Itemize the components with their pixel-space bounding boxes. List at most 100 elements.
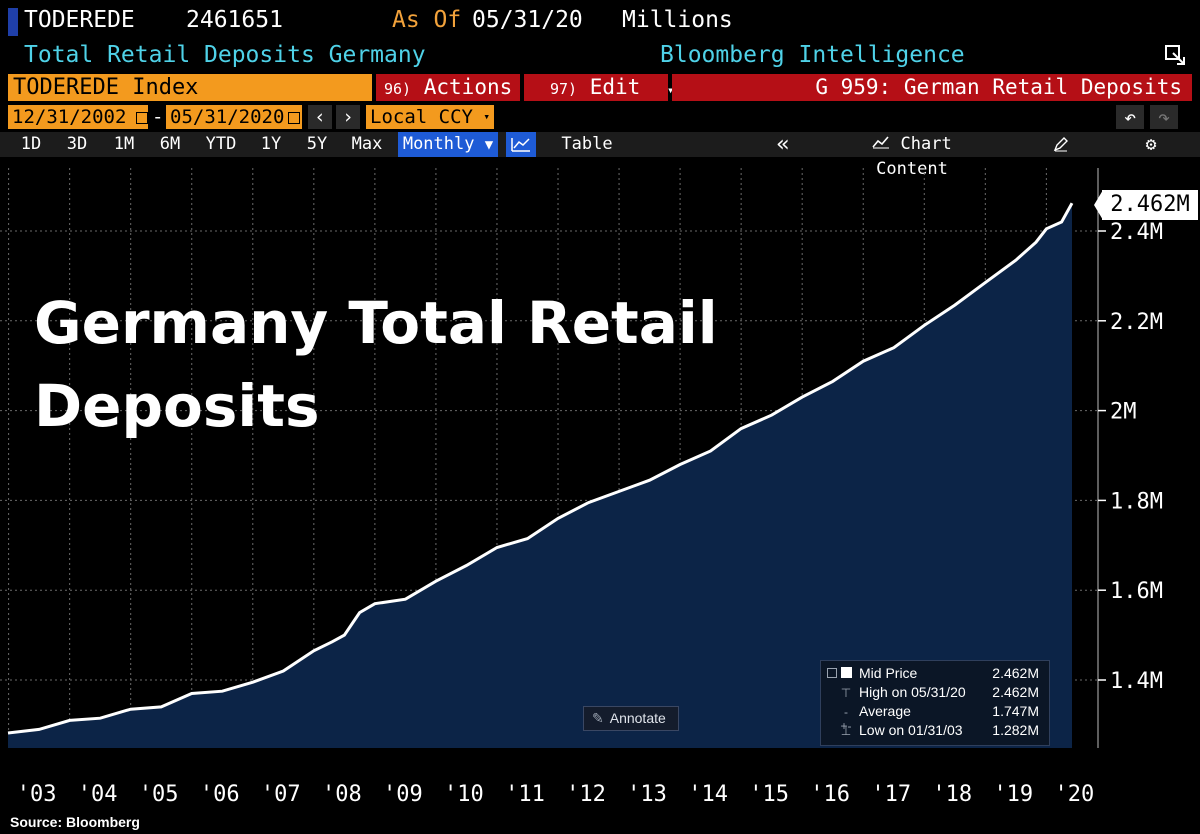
expand-icon[interactable] (1164, 44, 1186, 66)
period-ytd[interactable]: YTD (205, 134, 237, 154)
actions-menu[interactable]: 96) Actions ▾ (376, 74, 532, 101)
next-period-button[interactable]: › (336, 105, 360, 129)
period-1m[interactable]: 1M (113, 134, 135, 154)
edit-menu[interactable]: 97) Edit ▾ (524, 74, 674, 101)
end-date-field[interactable]: 05/31/2020 (166, 105, 302, 129)
data-point (1034, 240, 1038, 244)
data-point (587, 501, 591, 505)
low-marker-icon: ⊥ (840, 724, 852, 738)
legend-mid-row[interactable]: Mid Price 2.462M (821, 665, 1049, 684)
data-point (129, 707, 133, 711)
legend-high-row[interactable]: ⊤ High on 05/31/20 2.462M (821, 684, 1049, 703)
x-tick-label: '07 (261, 782, 301, 807)
edit-number: 97) (550, 80, 578, 98)
actions-number: 96) (384, 80, 412, 98)
legend-low-row[interactable]: ⊥ Low on 01/31/03 1.282M (821, 722, 1049, 741)
frequency-dropdown-icon: ▼ (484, 137, 494, 153)
data-point (330, 640, 334, 644)
data-point (831, 379, 835, 383)
end-calendar-icon[interactable] (284, 105, 300, 129)
data-point (281, 669, 285, 673)
ticker-marker (8, 8, 18, 36)
data-point (648, 478, 652, 482)
period-1y[interactable]: 1Y (260, 134, 282, 154)
currency-select[interactable]: Local CCY ▾ (366, 105, 494, 129)
currency-dropdown-icon: ▾ (483, 110, 490, 123)
source-note: Source: Bloomberg (10, 814, 140, 830)
edit-pencil-icon[interactable] (1048, 132, 1074, 157)
data-point (678, 462, 682, 466)
line-chart-icon[interactable] (506, 132, 536, 157)
chart-toolbar: 1D 3D 1M 6M YTD 1Y 5Y Max Monthly ▼ Tabl… (0, 132, 1200, 179)
period-max[interactable]: Max (351, 134, 383, 154)
prev-period-button[interactable]: ‹ (308, 105, 332, 129)
edit-label: Edit (589, 75, 641, 99)
start-date-field[interactable]: 12/31/2002 (8, 105, 148, 129)
units-label: Millions (622, 7, 733, 33)
ticker-symbol[interactable]: TODEREDE (24, 7, 135, 33)
y-tick-label: 1.4M (1110, 669, 1163, 694)
data-point (68, 718, 72, 722)
collapse-icon[interactable]: « (776, 132, 790, 157)
x-tick-label: '08 (322, 782, 362, 807)
x-tick-label: '09 (383, 782, 423, 807)
annotate-button[interactable]: ✎ Annotate (583, 706, 679, 731)
last-value: 2461651 (186, 7, 283, 33)
x-tick-label: '20 (1054, 782, 1094, 807)
period-5y[interactable]: 5Y (306, 134, 328, 154)
legend-average-row[interactable]: -+- Average 1.747M (821, 703, 1049, 733)
settings-gear-icon[interactable]: ⚙ (1145, 134, 1157, 155)
data-point (37, 727, 41, 731)
frequency-value: Monthly (402, 134, 475, 154)
chart-legend: Mid Price 2.462M ⊤ High on 05/31/20 2.46… (820, 660, 1050, 746)
start-calendar-icon[interactable] (132, 105, 148, 129)
table-button[interactable]: Table (561, 134, 613, 154)
annotate-label: Annotate (609, 710, 666, 726)
data-point (556, 516, 560, 520)
average-marker-icon: -+- (840, 705, 852, 733)
legend-mid-swatch (841, 667, 852, 678)
deposits-area (8, 203, 1072, 748)
data-point (312, 649, 316, 653)
data-point (495, 546, 499, 550)
data-point (6, 731, 10, 735)
data-point (709, 449, 713, 453)
data-point (770, 413, 774, 417)
x-tick-label: '03 (17, 782, 57, 807)
data-point (434, 579, 438, 583)
x-tick-label: '04 (78, 782, 118, 807)
edit-dropdown-icon: ▾ (666, 83, 675, 97)
undo-button[interactable]: ↶ (1116, 105, 1144, 129)
chart-headline: Germany Total Retail Deposits (34, 282, 718, 448)
data-point (342, 633, 346, 637)
chart-content-icon (872, 136, 890, 149)
x-tick-label: '11 (505, 782, 545, 807)
y-tick-label: 2M (1110, 400, 1137, 425)
security-field[interactable]: TODEREDE Index (8, 74, 372, 101)
data-point (464, 564, 468, 568)
period-1d[interactable]: 1D (20, 134, 42, 154)
period-6m[interactable]: 6M (159, 134, 181, 154)
data-point (403, 597, 407, 601)
y-axis: 1.4M 1.6M 1.8M 2M 2.2M 2.4M (1098, 220, 1163, 694)
x-tick-label: '05 (139, 782, 179, 807)
x-tick-label: '06 (200, 782, 240, 807)
x-tick-label: '10 (444, 782, 484, 807)
y-tick-label: 1.6M (1110, 579, 1163, 604)
redo-button[interactable]: ↷ (1150, 105, 1178, 129)
x-tick-label: '15 (749, 782, 789, 807)
y-tick-label: 2.4M (1110, 220, 1163, 245)
data-point (159, 705, 163, 709)
data-point (617, 489, 621, 493)
actions-label: Actions (423, 75, 513, 99)
frequency-select[interactable]: Monthly ▼ (398, 132, 498, 157)
headline-line-2: Deposits (34, 372, 320, 440)
legend-collapse-icon[interactable] (827, 668, 837, 678)
data-point (190, 691, 194, 695)
period-3d[interactable]: 3D (66, 134, 88, 154)
deposits-line (7, 202, 1074, 735)
chart-content-button[interactable]: Chart Content (832, 132, 992, 179)
x-tick-label: '12 (566, 782, 606, 807)
annotate-pencil-icon: ✎ (592, 710, 604, 726)
high-marker-icon: ⊤ (840, 686, 852, 700)
